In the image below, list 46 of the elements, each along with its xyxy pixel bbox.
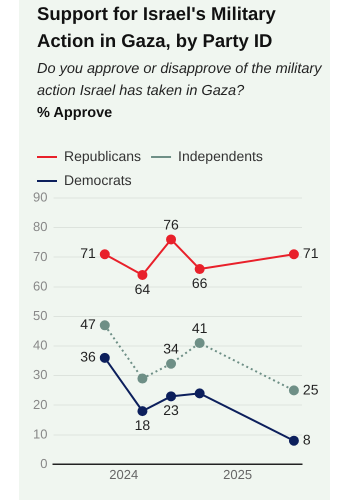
y-tick-label: 60 bbox=[32, 278, 48, 294]
point bbox=[288, 385, 299, 396]
point bbox=[194, 264, 205, 274]
point bbox=[100, 352, 110, 363]
data-label: 71 bbox=[80, 245, 96, 262]
y-tick-label: 20 bbox=[32, 396, 48, 412]
data-label: 23 bbox=[163, 402, 180, 418]
x-tick-label: 2024 bbox=[109, 466, 138, 482]
legend-label: Democrats bbox=[64, 172, 132, 188]
y-tick-label: 90 bbox=[32, 190, 48, 205]
point bbox=[100, 249, 110, 260]
y-tick-label: 40 bbox=[32, 338, 48, 353]
y-tick-label: 10 bbox=[32, 426, 48, 442]
data-label: 36 bbox=[80, 348, 96, 365]
point bbox=[288, 436, 299, 446]
data-label: 41 bbox=[192, 320, 208, 336]
data-label: 25 bbox=[302, 381, 319, 398]
point bbox=[137, 406, 148, 416]
y-tick-label: 80 bbox=[32, 219, 48, 234]
point bbox=[137, 270, 148, 280]
y-tick-label: 0 bbox=[40, 456, 48, 471]
point bbox=[166, 391, 176, 402]
point bbox=[100, 320, 110, 330]
data-label: 76 bbox=[163, 216, 180, 232]
y-tick-label: 50 bbox=[32, 308, 48, 323]
legend-label: Republicans bbox=[64, 148, 142, 164]
chart-title: Support for Israel's Military Action in Gaza, by Party ID bbox=[36, 2, 277, 53]
point bbox=[194, 388, 205, 398]
y-tick-label: 30 bbox=[32, 367, 48, 382]
point bbox=[166, 234, 176, 244]
point bbox=[288, 249, 299, 260]
point bbox=[137, 374, 148, 384]
point bbox=[194, 338, 205, 348]
data-label: 8 bbox=[302, 432, 311, 448]
data-label: 18 bbox=[134, 416, 150, 433]
data-label: 64 bbox=[134, 280, 150, 297]
data-label: 71 bbox=[302, 245, 319, 262]
data-label: 47 bbox=[80, 316, 96, 332]
chart-subtitle: Do you approve or disapprove of the military action Israel has taken in Gaza? bbox=[36, 60, 323, 101]
data-label: 34 bbox=[163, 340, 180, 357]
legend-label: Independents bbox=[178, 148, 263, 164]
x-tick-label: 2025 bbox=[223, 466, 252, 482]
text: % Approve bbox=[36, 104, 114, 123]
data-label: 66 bbox=[192, 274, 208, 291]
y-tick-label: 70 bbox=[32, 248, 48, 264]
point bbox=[166, 358, 176, 369]
